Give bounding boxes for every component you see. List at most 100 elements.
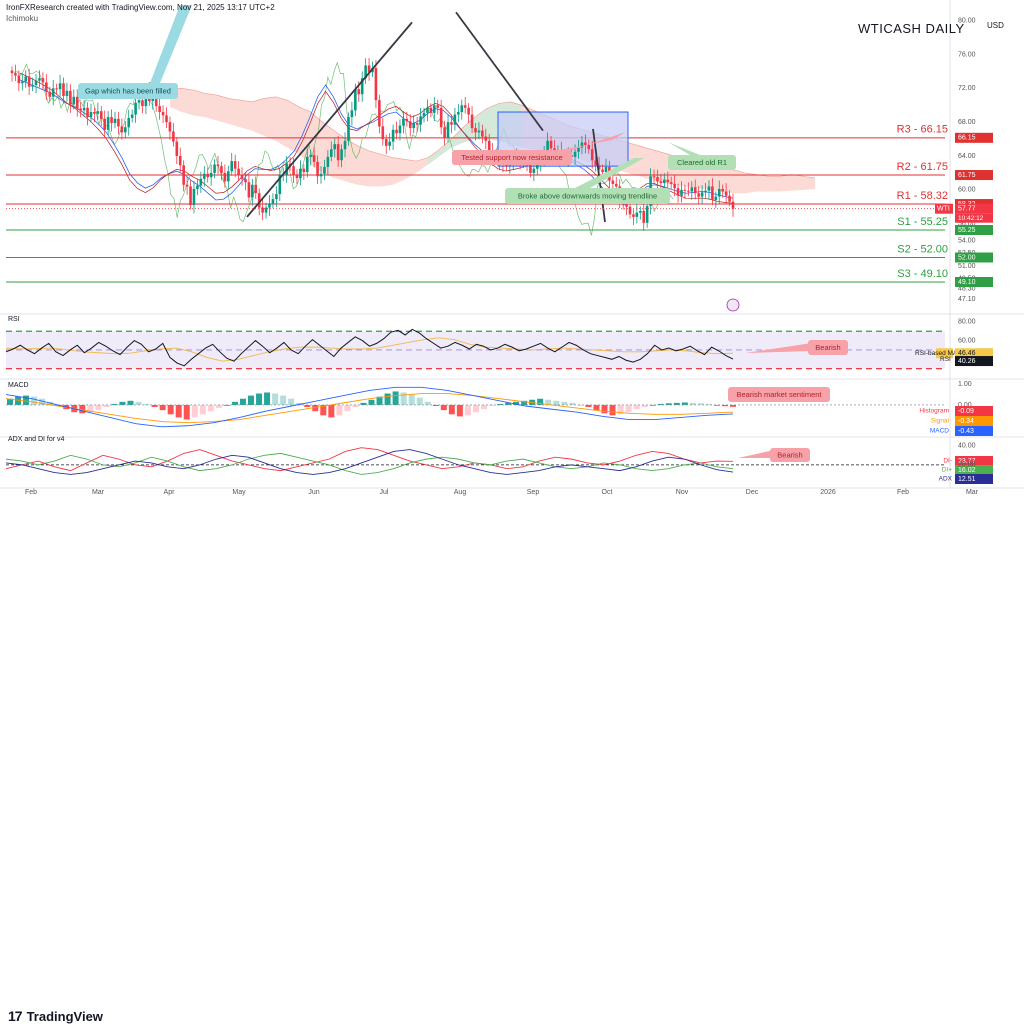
candle xyxy=(587,145,591,150)
candle xyxy=(724,191,728,196)
time-axis-label: Nov xyxy=(676,489,689,496)
candle xyxy=(645,205,649,223)
candle xyxy=(429,107,433,113)
candle xyxy=(261,207,264,213)
macd-tag-signal xyxy=(955,416,993,426)
macd-tag-macd-text: -0.43 xyxy=(958,428,974,435)
annotation-adx-bearish xyxy=(770,448,810,462)
annotation-rsi-bearish xyxy=(808,340,848,355)
candle xyxy=(168,122,172,132)
candle xyxy=(405,118,409,122)
adx-tag-2-text: 12.51 xyxy=(958,476,976,483)
annotation-macd-bearish-text: Bearish market sentiment xyxy=(736,390,822,399)
annotation-trendline-break xyxy=(505,188,670,204)
candle xyxy=(299,168,302,178)
candle xyxy=(700,192,704,197)
candle xyxy=(642,210,646,223)
annotation-adx-bearish-text: Bearish xyxy=(777,450,802,459)
candle xyxy=(21,81,24,84)
candle xyxy=(663,179,666,184)
time-axis-label: Jul xyxy=(380,489,389,496)
candle xyxy=(415,123,419,125)
macd-bar xyxy=(665,403,672,405)
candle xyxy=(714,196,718,200)
candle xyxy=(384,139,388,146)
candle xyxy=(10,70,14,74)
rsi-ma-tag-text: 46.46 xyxy=(958,350,976,357)
tradingview-mark-icon: 17 xyxy=(8,1008,23,1024)
currency-label: USD xyxy=(987,21,1004,30)
macd-bar xyxy=(697,403,704,405)
macd-bar xyxy=(448,404,455,415)
macd-bar xyxy=(248,395,254,405)
candle xyxy=(316,161,319,177)
price-tag-s1 xyxy=(955,225,993,235)
candle xyxy=(611,180,615,184)
candle xyxy=(354,89,357,111)
candle xyxy=(216,164,220,167)
candle xyxy=(590,149,594,161)
candle xyxy=(625,203,628,207)
candle xyxy=(433,105,436,113)
candle xyxy=(223,172,227,182)
adx-axis-tick: 40.00 xyxy=(958,443,976,450)
adx-tag-0 xyxy=(955,456,993,466)
price-axis-tick: 48.30 xyxy=(958,286,976,293)
macd-bar xyxy=(215,404,222,409)
candle xyxy=(463,105,467,108)
candle xyxy=(79,108,82,111)
price-axis-tick: 64.00 xyxy=(958,153,976,160)
candle xyxy=(268,203,271,208)
candle xyxy=(165,115,168,123)
time-axis-label: Aug xyxy=(454,489,467,496)
rsi-ma-tag xyxy=(955,348,993,359)
candle xyxy=(93,112,96,114)
candle xyxy=(45,82,48,92)
adx-title: ADX and DI for v4 xyxy=(8,436,65,443)
macd-bar xyxy=(569,402,576,405)
candle xyxy=(474,128,477,133)
macd-tag-signal-text: -0.34 xyxy=(958,418,974,425)
level-label-r2: R2 - 61.75 xyxy=(897,161,948,173)
macd-bar xyxy=(537,398,544,405)
macd-tag-macd xyxy=(955,426,993,436)
candle xyxy=(69,90,72,105)
macd-bar xyxy=(657,403,664,405)
macd-bar xyxy=(489,404,495,406)
macd-bar xyxy=(649,404,656,406)
macd-bar xyxy=(553,400,560,405)
adx-tag-2 xyxy=(955,474,993,484)
candle xyxy=(343,140,347,150)
candle xyxy=(584,142,587,146)
macd-bar xyxy=(39,398,46,405)
trading-chart[interactable]: R3 - 66.15 R2 - 61.75 R1 - 58.32 S1 - 55.25… xyxy=(0,0,1024,533)
time-axis-label: Mar xyxy=(92,489,105,496)
macd-bar xyxy=(135,401,142,405)
candle xyxy=(721,188,724,192)
candle xyxy=(436,105,440,108)
rsi-name-label: RSI xyxy=(940,356,951,363)
time-axis-label: Jun xyxy=(308,489,319,496)
symbol-tag-text: WTI xyxy=(937,206,950,213)
price-axis-tick: 54.00 xyxy=(958,237,976,244)
tradingview-logo[interactable]: 17 TradingView xyxy=(8,1008,103,1024)
candle xyxy=(728,195,731,202)
macd-tag-histogram-text: -0.09 xyxy=(958,408,974,415)
annotation-tested-support xyxy=(452,150,572,165)
time-axis-label: Oct xyxy=(602,489,613,496)
macd-bar xyxy=(191,404,198,418)
macd-bar xyxy=(513,401,520,405)
macd-bar xyxy=(609,404,616,416)
macd-bar xyxy=(376,396,383,405)
candle xyxy=(666,179,670,183)
candle xyxy=(141,100,144,107)
candle xyxy=(659,181,663,184)
adx-line-0 xyxy=(5,447,734,472)
candle xyxy=(72,96,76,105)
candle xyxy=(106,117,110,130)
macd-bar xyxy=(705,403,712,405)
candle xyxy=(656,177,659,182)
adx-tag-1 xyxy=(955,465,993,475)
macd-bar xyxy=(593,404,600,411)
macd-signal-line xyxy=(5,393,734,424)
